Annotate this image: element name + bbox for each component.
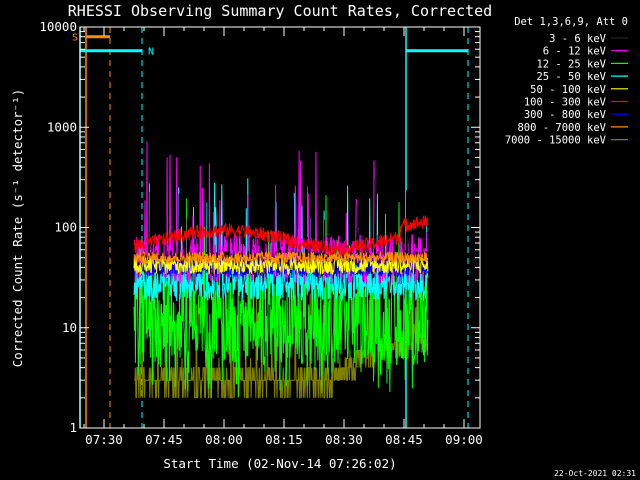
- date-stamp: 22-Oct-2021 02:31: [554, 469, 636, 478]
- series-line: [133, 250, 429, 266]
- y-tick-label: 10: [62, 320, 77, 335]
- legend-entry-label: 100 - 300 keV: [524, 97, 607, 109]
- x-axis-label: Start Time (02-Nov-14 07:26:02): [163, 456, 396, 471]
- x-tick-label: 09:00: [445, 432, 483, 447]
- legend-entry-label: 12 - 25 keV: [536, 58, 606, 70]
- y-tick-label: 1: [69, 420, 77, 435]
- x-tick-label: 08:30: [325, 432, 363, 447]
- series-group: [133, 255, 429, 276]
- series-line: [133, 255, 429, 276]
- legend-entry-label: 800 - 7000 keV: [517, 122, 606, 134]
- x-tick-label: 08:15: [265, 432, 303, 447]
- series-group: [133, 250, 429, 266]
- series-line: [133, 141, 429, 286]
- legend-entry-label: 25 - 50 keV: [536, 71, 606, 83]
- saa-label: S: [72, 33, 78, 44]
- legend-header: Det 1,3,6,9, Att 0: [514, 16, 628, 28]
- series-group: [133, 215, 429, 257]
- legend-entry-label: 50 - 100 keV: [530, 84, 607, 96]
- legend-entry-label: 7000 - 15000 keV: [505, 135, 607, 147]
- x-tick-label: 07:30: [85, 432, 123, 447]
- y-tick-label: 100: [54, 220, 77, 235]
- series-layer: [133, 141, 429, 399]
- legend-entry-label: 300 - 800 keV: [524, 109, 607, 121]
- legend-entry-label: 3 - 6 keV: [549, 33, 607, 45]
- chart-title: RHESSI Observing Summary Count Rates, Co…: [68, 2, 492, 20]
- series-group: [133, 141, 429, 286]
- y-axis: 1 10 100 1000 10000: [39, 19, 480, 435]
- x-tick-label: 08:45: [385, 432, 423, 447]
- y-tick-label: 1000: [47, 119, 77, 134]
- night-label: N: [148, 47, 154, 58]
- y-tick-label: 10000: [39, 19, 77, 34]
- legend-entry-label: 6 - 12 keV: [543, 46, 607, 58]
- x-axis: 07:30 07:45 08:00 08:15 08:30 08:45 09:00: [83, 27, 483, 447]
- series-line: [133, 215, 429, 257]
- y-axis-label: Corrected Count Rate (s⁻¹ detector⁻¹): [10, 89, 25, 367]
- x-tick-label: 08:00: [205, 432, 243, 447]
- x-tick-label: 07:45: [145, 432, 183, 447]
